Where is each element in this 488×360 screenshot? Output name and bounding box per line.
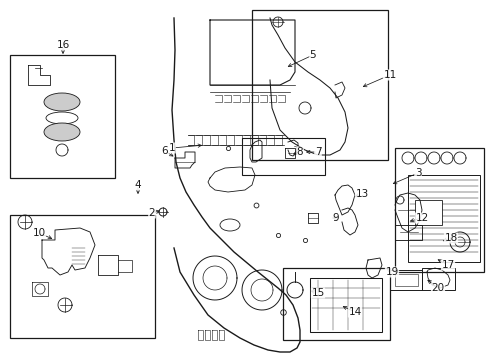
Text: 12: 12 <box>414 213 428 223</box>
Text: 17: 17 <box>441 260 454 270</box>
Bar <box>10 55 115 178</box>
Text: 2: 2 <box>148 208 155 218</box>
Text: 13: 13 <box>355 189 368 199</box>
Bar <box>394 274 417 286</box>
Text: 9: 9 <box>332 213 339 223</box>
Bar <box>251 10 387 160</box>
Text: 15: 15 <box>311 288 324 298</box>
Text: 6: 6 <box>162 146 168 156</box>
Text: 20: 20 <box>430 283 444 293</box>
Bar <box>394 148 483 272</box>
Bar <box>407 175 479 262</box>
Bar <box>10 215 155 338</box>
Text: 3: 3 <box>414 168 421 178</box>
Text: 14: 14 <box>347 307 361 317</box>
Text: 11: 11 <box>383 70 396 80</box>
Bar <box>283 268 389 340</box>
Text: 4: 4 <box>134 180 141 190</box>
Text: 19: 19 <box>385 267 398 277</box>
Text: 8: 8 <box>296 147 303 157</box>
Bar <box>421 268 454 290</box>
Text: 7: 7 <box>314 147 321 157</box>
Bar <box>242 138 325 175</box>
Text: 1: 1 <box>168 143 175 153</box>
Text: 16: 16 <box>56 40 69 50</box>
Bar <box>389 270 421 290</box>
Text: 5: 5 <box>309 50 316 60</box>
Bar <box>309 278 381 332</box>
Bar <box>414 200 441 225</box>
Ellipse shape <box>44 93 80 111</box>
Ellipse shape <box>44 123 80 141</box>
Text: 18: 18 <box>444 233 457 243</box>
Text: 10: 10 <box>32 228 45 238</box>
